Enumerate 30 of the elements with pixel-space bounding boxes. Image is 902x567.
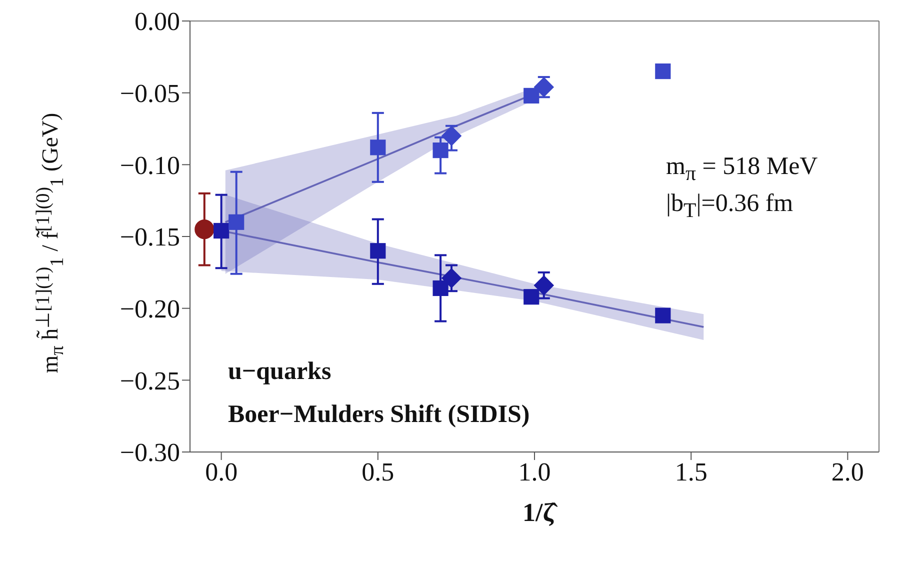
annotation: Boer−Mulders Shift (SIDIS)	[228, 401, 530, 429]
point	[524, 88, 540, 104]
point	[432, 280, 448, 296]
point	[534, 276, 554, 296]
point	[655, 63, 671, 80]
x-tick-label: 0.5	[362, 457, 394, 486]
annotation: m$_{π}$ = 518 MeV	[666, 153, 818, 186]
point	[214, 222, 230, 239]
x-tick-label: 2.0	[831, 457, 864, 486]
x-tick-label: 0.0	[205, 457, 238, 486]
y-tick-label: −0.25	[120, 366, 180, 396]
point	[432, 142, 448, 158]
x-tick-label: 1.0	[518, 457, 551, 486]
point	[370, 243, 386, 259]
point	[442, 268, 462, 288]
point	[370, 140, 386, 156]
point	[194, 220, 214, 240]
point	[228, 214, 244, 230]
y-tick-label: −0.15	[120, 222, 180, 252]
y-tick-label: −0.05	[120, 79, 180, 108]
y-tick-label: −0.20	[120, 294, 180, 324]
y-tick-label: −0.30	[120, 438, 180, 468]
point	[524, 289, 540, 305]
y-tick-label: −0.10	[120, 150, 180, 180]
annotation: u−quarks	[228, 358, 332, 386]
annotation: |b$_{T}$|=0.36 fm	[666, 190, 794, 223]
point	[442, 126, 462, 146]
y-tick-label: 0.00	[134, 7, 180, 36]
point	[655, 308, 671, 324]
x-tick-label: 1.5	[674, 457, 708, 486]
